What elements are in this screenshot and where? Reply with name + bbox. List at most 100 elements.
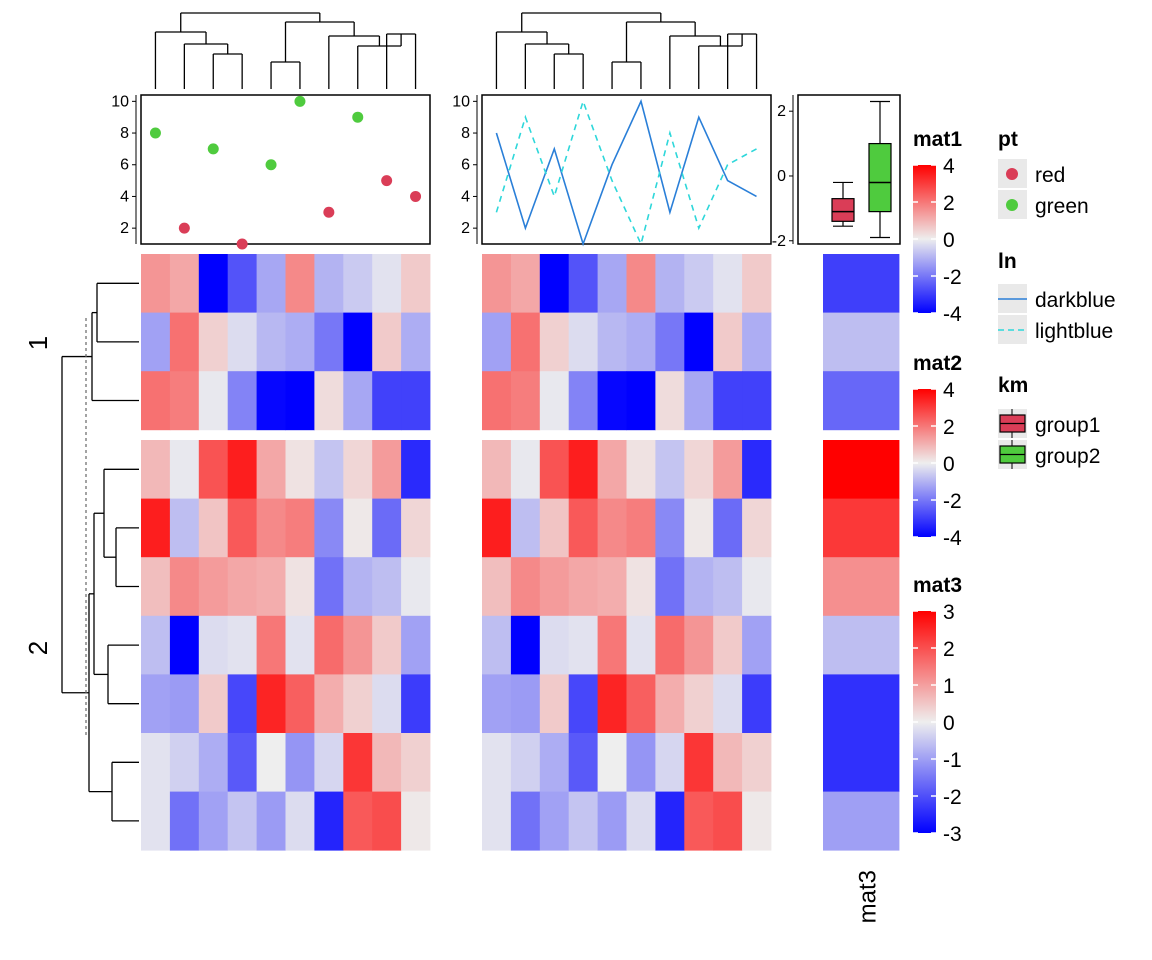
heatmap-cell [597,254,627,313]
legend-mat1-tick-label: -2 [943,266,962,289]
heatmap-cell [227,498,257,558]
heatmap-cell [198,440,229,499]
heatmap-cell [227,674,257,734]
heatmap-cell [141,674,171,734]
heatmap-cell [568,312,598,372]
column-dendrogram-1 [154,12,417,89]
legend-mat3-tick-label: 2 [943,638,955,661]
heatmap-cell [713,615,743,675]
heatmap-cell [198,791,229,851]
heatmap-cell [713,733,743,792]
heatmap-cell [372,371,402,431]
heatmap-cell [742,371,772,431]
heatmap-cell [141,312,171,372]
heatmap-cell [285,791,315,851]
legend-pt: pt red green [998,128,1089,219]
scatter-point [207,143,219,155]
legend-mat2-tick-label: 2 [943,416,955,439]
heatmap-cell [169,733,200,792]
heatmap-cell [372,557,402,617]
line-tick-label: 2 [461,220,470,237]
heatmap-cell [256,498,286,558]
heatmap-cell [227,733,257,792]
legend-pt-swatch-green [1006,199,1018,211]
heatmap-cell [482,440,512,499]
heatmap-cell [597,557,627,617]
heatmap-cell [568,733,598,792]
heatmap-cell [510,254,541,313]
heatmap-cell [198,371,229,431]
heatmap-cell [314,440,344,499]
heatmap-cell [823,254,900,313]
heatmap-cell [141,440,171,499]
heatmap-cell [372,733,402,792]
heatmap-cell [655,791,685,851]
heatmap-cell [256,440,286,499]
heatmap-cell [482,791,512,851]
heatmap-cell [684,615,714,675]
heatmap-cell [713,440,743,499]
scatter-point [410,190,422,202]
heatmap-cell [343,312,373,372]
heatmap-cell [823,674,900,734]
heatmap-cell [285,498,315,558]
heatmap-cell [314,791,344,851]
heatmap-cell [510,733,541,792]
heatmap-cell [539,557,570,617]
heatmap-cell [401,733,431,792]
heatmap-cell [742,791,772,851]
heatmap-cell [510,674,541,734]
heatmap-cell [285,557,315,617]
legend-mat2: mat2 4 2 0 -2 -4 [913,352,962,550]
scatter-point [294,95,306,107]
scatter-tick-label: 4 [120,188,129,205]
heatmap-cell [823,791,900,851]
heatmap-cell [626,254,656,313]
box-group2 [868,142,892,213]
legend-pt-swatch-red [1006,168,1018,180]
heatmap-cell [539,254,570,313]
heatmap-cell [539,615,570,675]
heatmap-cell [169,674,200,734]
heatmap-cell [141,615,171,675]
heatmap-cell [227,791,257,851]
line-tick-label: 4 [461,188,470,205]
heatmap-cell [343,440,373,499]
heatmap-cell [597,791,627,851]
heatmap-cell [713,498,743,558]
heatmap-cell [568,615,598,675]
heatmap-cell [655,615,685,675]
heatmap-cell [314,371,344,431]
heatmap-cell [626,615,656,675]
heatmap-cell [539,312,570,372]
heatmap-cell [684,791,714,851]
heatmap-cell [314,733,344,792]
heatmap-mat3 [823,254,900,851]
heatmap-cell [684,557,714,617]
heatmap-cell [401,440,431,499]
scatter-tick-label: 2 [120,220,129,237]
heatmap-cell [684,312,714,372]
line-tick-label: 10 [452,93,470,110]
heatmap-cell [482,371,512,431]
heatmap-cell [256,312,286,372]
heatmap-mat1 [141,254,431,851]
scatter-tick-label: 10 [111,93,129,110]
legend-km-label-group1: group1 [1035,414,1100,437]
heatmap-cell [285,312,315,372]
heatmap-cell [372,791,402,851]
scatter-frame [140,94,431,245]
heatmap-cell [169,498,200,558]
heatmap-cell [539,371,570,431]
heatmap-cell [401,557,431,617]
heatmap-cell [372,440,402,499]
legend-pt-label-green: green [1035,195,1089,218]
legend-ln: ln darkblue lightblue [998,250,1116,344]
heatmap-cell [510,371,541,431]
heatmap-cell [626,557,656,617]
legend-mat2-tick-label: -4 [943,527,962,550]
heatmap-cell [742,312,772,372]
heatmap-cell [343,733,373,792]
heatmap-cell [285,254,315,313]
